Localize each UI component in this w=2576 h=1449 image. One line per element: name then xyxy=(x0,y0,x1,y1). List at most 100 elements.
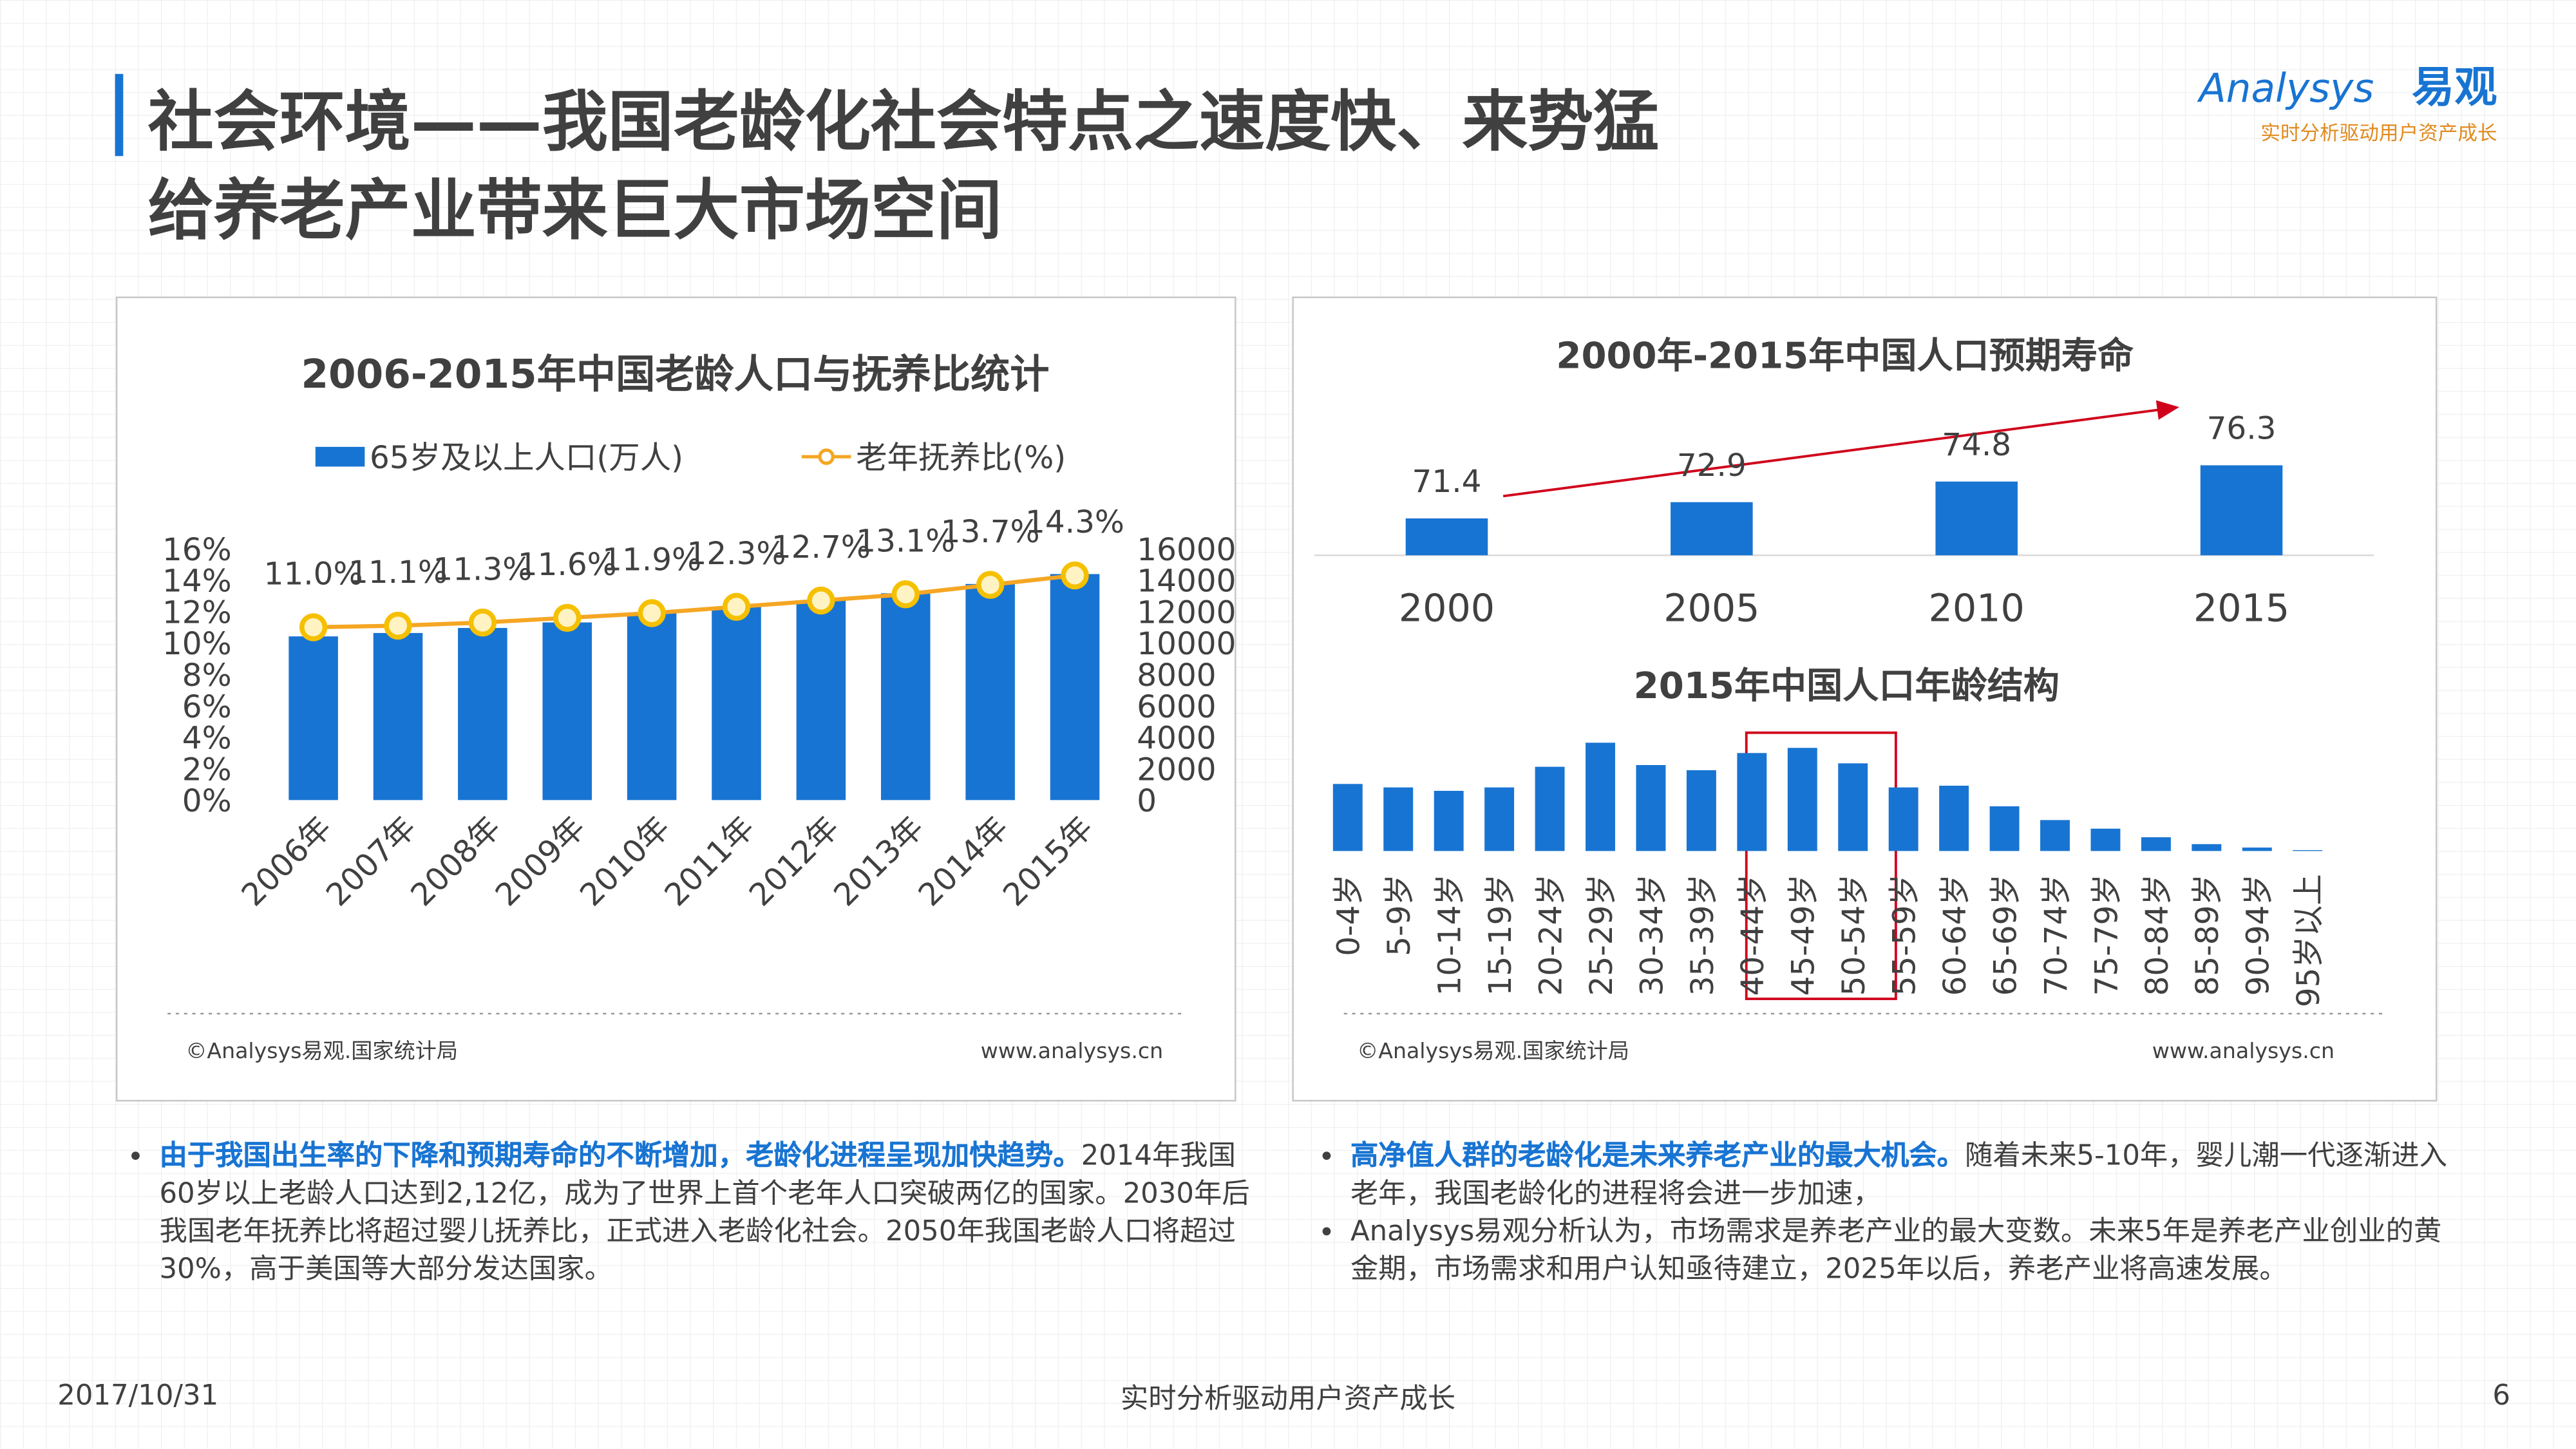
legend-label: 老年抚养比(%) xyxy=(856,440,1066,476)
y2-tick-label: 14000 xyxy=(1137,564,1236,600)
y-tick-label: 6% xyxy=(182,689,232,725)
bar xyxy=(1535,766,1565,851)
note-text: Analysys易观分析认为，市场需求是养老产业的最大变数。未来5年是养老产业创… xyxy=(1350,1215,2442,1287)
data-label: 11.6% xyxy=(518,547,617,583)
x-tick-label: 45-49岁 xyxy=(1786,874,1822,996)
logo-tagline: 实时分析驱动用户资产成长 xyxy=(2260,122,2497,145)
bar xyxy=(289,636,338,800)
point xyxy=(976,571,1005,599)
note-bold: 高净值人群的老龄化是未来养老产业的最大机会。 xyxy=(1350,1140,1965,1173)
footer-slogan: 实时分析驱动用户资产成长 xyxy=(1121,1383,1455,1415)
data-label: 76.3 xyxy=(2207,411,2277,447)
bar xyxy=(1484,787,1515,851)
x-tick-label: 20-24岁 xyxy=(1533,874,1569,996)
y-tick-label: 12% xyxy=(162,594,232,630)
website: www.analysys.cn xyxy=(981,1038,1163,1063)
y2-tick-label: 0 xyxy=(1137,783,1157,819)
y-tick-label: 10% xyxy=(162,626,232,662)
trend-arrow xyxy=(1502,400,2179,498)
note-item: 由于我国出生率的下降和预期寿命的不断增加，老龄化进程呈现加快趋势。2014年我国… xyxy=(159,1139,1256,1290)
y2-tick-label: 16000 xyxy=(1137,532,1236,568)
title: 社会环境——我国老龄化社会特点之速度快、来势猛 xyxy=(148,84,1660,160)
panel xyxy=(1292,296,2438,1102)
x-tick-label: 50-54岁 xyxy=(1836,874,1872,996)
bar xyxy=(627,613,677,800)
y-tick-label: 14% xyxy=(162,564,232,600)
bar xyxy=(1787,748,1817,851)
logo-brand: Analysys xyxy=(2197,66,2374,111)
y-tick-label: 4% xyxy=(182,721,232,757)
y2-tick-label: 4000 xyxy=(1137,721,1216,757)
bar xyxy=(1686,770,1716,851)
point xyxy=(468,609,497,637)
bar xyxy=(1671,502,1753,556)
source: ©Analysys易观.国家统计局 xyxy=(1357,1038,1629,1063)
title-accent xyxy=(115,73,124,156)
bar xyxy=(712,607,761,800)
data-label: 11.0% xyxy=(264,556,363,592)
bar xyxy=(1989,806,2020,851)
data-label: 71.4 xyxy=(1412,464,1482,500)
bar xyxy=(2040,820,2070,851)
bar xyxy=(965,583,1015,800)
x-tick-label: 2000 xyxy=(1399,586,1495,630)
point xyxy=(299,613,328,641)
x-tick-label: 75-79岁 xyxy=(2088,874,2125,996)
x-tick-label: 2010 xyxy=(1929,586,2025,630)
y2-tick-label: 6000 xyxy=(1137,689,1216,725)
x-tick-label: 95岁以上 xyxy=(2291,874,2327,1007)
chart-title: 2006-2015年中国老龄人口与抚养比统计 xyxy=(301,352,1049,397)
y2-tick-label: 10000 xyxy=(1137,626,1236,662)
note-block: 高净值人群的老龄化是未来养老产业的最大机会。随着未来5-10年，婴儿潮一代逐渐进… xyxy=(1314,1139,2448,1290)
point xyxy=(891,580,920,609)
logo-brand-cn: 易观 xyxy=(2412,62,2497,112)
bar xyxy=(1935,481,2018,556)
notes-right: 高净值人群的老龄化是未来养老产业的最大机会。随着未来5-10年，婴儿潮一代逐渐进… xyxy=(1314,1139,2448,1352)
bar xyxy=(1586,743,1615,851)
point xyxy=(1061,561,1089,590)
point xyxy=(553,603,582,632)
bar xyxy=(1383,787,1414,851)
bar xyxy=(1888,787,1918,851)
note-item: Analysys易观分析认为，市场需求是养老产业的最大变数。未来5年是养老产业创… xyxy=(1350,1214,2448,1289)
x-tick-label: 2005 xyxy=(1663,586,1759,630)
bar xyxy=(1332,784,1363,851)
point xyxy=(722,592,751,621)
bar xyxy=(2141,837,2171,851)
y-tick-label: 16% xyxy=(162,532,232,568)
x-tick-label: 40-44岁 xyxy=(1735,874,1771,996)
bar xyxy=(1050,574,1100,800)
y2-tick-label: 2000 xyxy=(1137,752,1216,788)
line xyxy=(313,573,1075,630)
note-block: 由于我国出生率的下降和预期寿命的不断增加，老龄化进程呈现加快趋势。2014年我国… xyxy=(123,1139,1256,1290)
y-tick-label: 0% xyxy=(182,783,232,819)
x-tick-label: 80-84岁 xyxy=(2139,874,2175,996)
note-item: 高净值人群的老龄化是未来养老产业的最大机会。随着未来5-10年，婴儿潮一代逐渐进… xyxy=(1350,1139,2448,1214)
footer-date: 2017/10/31 xyxy=(57,1379,218,1412)
note-text: 随着未来5-10年，婴儿潮一代逐渐进入老年，我国老龄化的进程将会进一步加速， xyxy=(1350,1140,2447,1211)
bar xyxy=(458,628,507,800)
x-tick-label: 70-74岁 xyxy=(2038,874,2074,996)
source: ©Analysys易观.国家统计局 xyxy=(185,1038,458,1063)
bar xyxy=(542,622,592,800)
chart-title: 2015年中国人口年龄结构 xyxy=(1634,665,2060,707)
highlight-box xyxy=(1745,731,1897,1000)
data-label: 11.3% xyxy=(433,551,532,587)
bar xyxy=(2293,850,2323,851)
point xyxy=(384,611,412,640)
data-label: 74.8 xyxy=(1942,427,2011,463)
x-tick-label: 65-69岁 xyxy=(1987,874,2023,996)
bar xyxy=(1405,518,1488,556)
bar xyxy=(1636,764,1666,851)
data-label: 14.3% xyxy=(1025,504,1124,540)
bar xyxy=(1939,786,1969,851)
y2-tick-label: 8000 xyxy=(1137,658,1216,694)
x-tick-label: 60-64岁 xyxy=(1937,874,1973,996)
bar xyxy=(880,593,931,800)
data-label: 11.1% xyxy=(348,554,448,591)
x-tick-label: 0-4岁 xyxy=(1331,874,1367,956)
bar xyxy=(1737,753,1767,851)
legend-label: 65岁及以上人口(万人) xyxy=(370,440,683,476)
